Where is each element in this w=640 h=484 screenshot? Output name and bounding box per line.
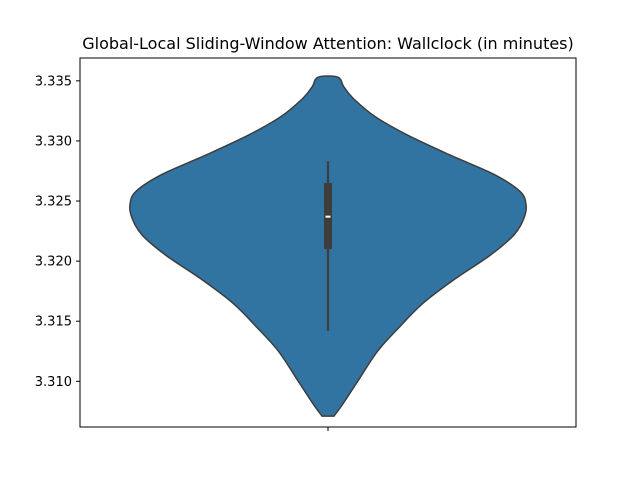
chart-title: Global-Local Sliding-Window Attention: W… bbox=[82, 34, 574, 53]
y-tick-label: 3.325 bbox=[35, 195, 72, 210]
box-layer bbox=[324, 161, 332, 331]
y-tick-label: 3.335 bbox=[35, 74, 72, 89]
y-tick-label: 3.320 bbox=[35, 255, 72, 270]
y-tick-label: 3.315 bbox=[35, 315, 72, 330]
y-axis: 3.310 3.315 3.320 3.325 3.330 3.335 bbox=[35, 74, 80, 390]
y-tick-label: 3.310 bbox=[35, 375, 72, 390]
y-tick-label: 3.330 bbox=[35, 134, 72, 149]
